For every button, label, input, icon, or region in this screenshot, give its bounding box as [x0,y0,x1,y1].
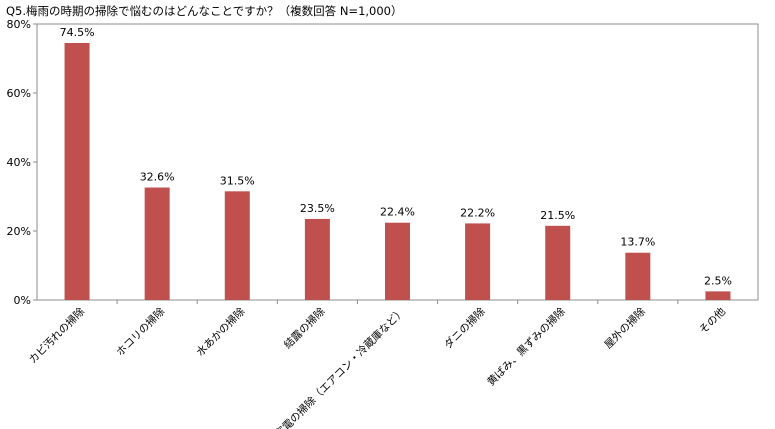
y-tick-label: 20% [7,225,31,238]
data-label: 74.5% [60,26,95,39]
data-label: 32.6% [140,171,175,184]
category-label: 水あかの掃除 [194,305,248,359]
category-label: カビ汚れの掃除 [26,305,88,367]
bar [625,252,651,300]
bar [545,225,571,300]
y-axis: 0% 20% 40% 60% 80% [7,18,37,307]
category-label: 屋外の掃除 [602,305,649,352]
bar [705,291,731,300]
category-label: 結露の掃除 [281,305,328,352]
y-tick-label: 0% [14,294,31,307]
y-tick-label: 40% [7,156,31,169]
category-label: 黄ばみ、黒ずみの掃除 [484,305,568,389]
category-label: 家電の掃除（エアコン・冷蔵庫など） [272,305,407,429]
y-tick-label: 80% [7,18,31,31]
bar [64,42,90,300]
category-label: ホコリの掃除 [114,305,168,359]
data-label: 22.2% [460,206,495,219]
data-label: 22.4% [380,206,415,219]
bars [64,42,731,300]
bar [224,191,250,300]
data-label: 2.5% [704,274,732,287]
data-label: 31.5% [220,174,255,187]
bar [304,218,330,300]
bar [385,222,410,300]
category-label: その他 [697,305,729,337]
chart-title: Q5.梅雨の時期の掃除で悩むのはどんなことですか？（複数回答 N=1,000） [6,4,403,18]
bar [144,187,170,300]
bar [465,223,491,300]
data-label: 13.7% [620,236,655,249]
data-label: 21.5% [540,209,575,222]
data-label: 23.5% [300,202,335,215]
x-axis: カビ汚れの掃除 ホコリの掃除 水あかの掃除 結露の掃除家電の掃除（エアコン・冷蔵庫など… [26,300,728,429]
category-label: ダニの掃除 [441,305,488,352]
data-labels: 74.5% 32.6% 31.5% 23.5% 22.4% 22.2% 21.5% 13.7%… [60,26,732,287]
y-tick-label: 60% [7,87,31,100]
